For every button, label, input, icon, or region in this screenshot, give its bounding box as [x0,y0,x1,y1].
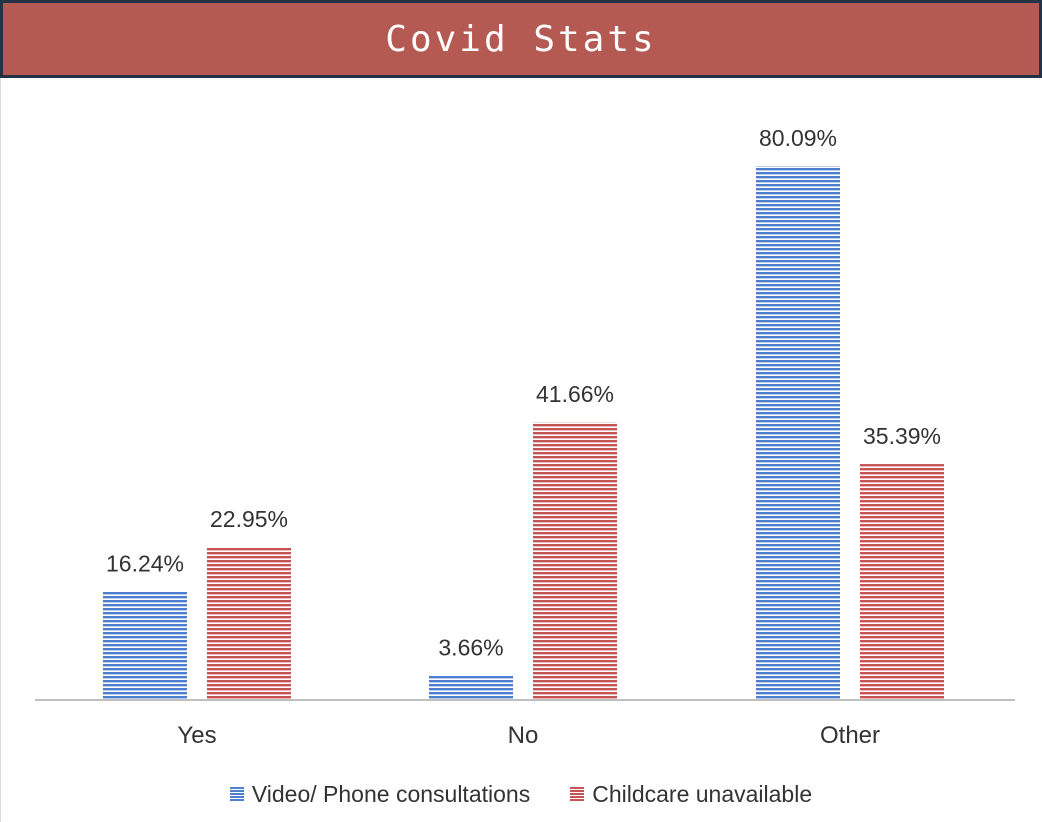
legend-label-childcare: Childcare unavailable [592,780,813,807]
data-label-other-series-1: 80.09% [759,125,837,151]
bar-other-series-2 [860,464,944,700]
legend-swatch-blue [229,787,244,801]
legend-item-video-phone: Video/ Phone consultations [229,780,531,808]
chart-title-bar: Covid Stats [0,0,1042,78]
data-label-no-series-1: 3.66% [438,635,503,661]
data-label-yes-series-1: 16.24% [106,551,184,577]
bar-yes-series-1 [103,591,187,700]
bar-yes-series-2 [207,546,291,700]
data-label-other-series-2: 35.39% [863,423,941,449]
data-label-no-series-2: 41.66% [536,381,614,407]
bar-no-series-1 [429,675,513,700]
bar-other-series-1 [756,166,840,700]
data-label-yes-series-2: 22.95% [210,506,288,532]
legend-swatch-red [570,787,585,801]
x-tick-label-other: Other [820,722,880,749]
chart-panel [0,78,1042,822]
legend-item-childcare: Childcare unavailable [570,781,812,808]
chart-title: Covid Stats [385,18,657,60]
legend: Video/ Phone consultations Childcare una… [0,778,1042,810]
legend-label-video-phone: Video/ Phone consultations [251,780,531,807]
x-tick-label-no: No [508,722,539,749]
bar-no-series-2 [533,422,617,700]
x-tick-label-yes: Yes [177,722,216,749]
